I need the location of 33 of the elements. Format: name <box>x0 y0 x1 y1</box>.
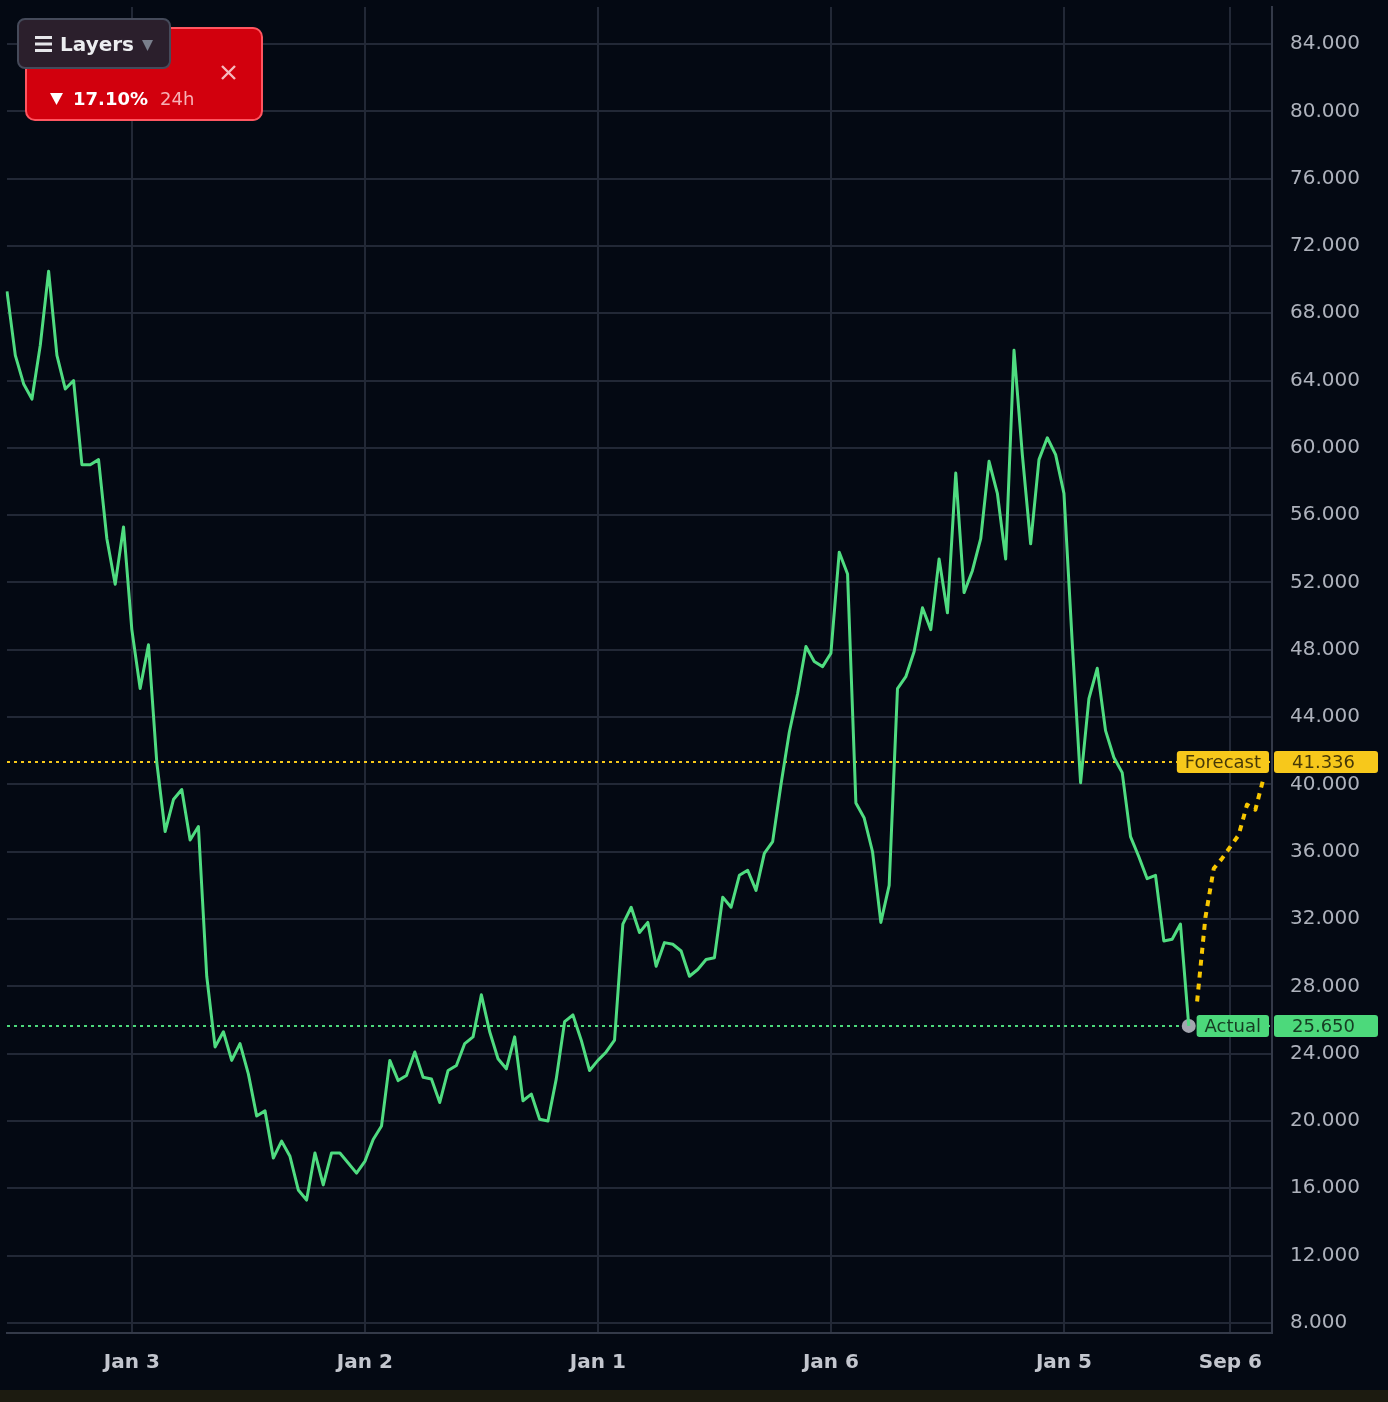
x-tick-label: Jan 5 <box>1033 1349 1092 1374</box>
x-tick-label: Sep 6 <box>1198 1349 1262 1374</box>
y-tick-label: 64.000 <box>1290 366 1360 391</box>
y-tick-label: 16.000 <box>1290 1174 1360 1199</box>
y-tick-label: 72.000 <box>1290 232 1360 257</box>
y-tick-label: 32.000 <box>1290 905 1360 930</box>
y-tick-label: 12.000 <box>1290 1241 1360 1266</box>
ref-line-label: Forecast <box>1184 750 1262 772</box>
y-tick-label: 40.000 <box>1290 770 1360 795</box>
y-tick-label: 44.000 <box>1290 703 1360 728</box>
ref-line-label: Actual <box>1204 1014 1261 1036</box>
y-tick-label: 20.000 <box>1290 1107 1360 1132</box>
y-tick-label: 80.000 <box>1290 97 1360 122</box>
y-tick-label: 84.000 <box>1290 30 1360 55</box>
y-tick-label: 52.000 <box>1290 568 1360 593</box>
y-tick-label: 28.000 <box>1290 972 1360 997</box>
y-tick-label: 76.000 <box>1290 164 1360 189</box>
y-tick-label: 68.000 <box>1290 299 1360 324</box>
y-tick-label: 8.000 <box>1290 1309 1348 1334</box>
x-tick-label: Jan 2 <box>334 1349 393 1374</box>
x-tick-label: Jan 1 <box>567 1349 626 1374</box>
y-tick-label: 60.000 <box>1290 434 1360 459</box>
text: 41.336 <box>1292 750 1355 772</box>
x-tick-label: Jan 6 <box>800 1349 859 1374</box>
y-tick-label: 36.000 <box>1290 837 1360 862</box>
x-tick-label: Jan 3 <box>101 1349 160 1374</box>
annotation: 24h <box>160 88 195 109</box>
y-tick-label: 48.000 <box>1290 636 1360 661</box>
y-tick-label: 56.000 <box>1290 501 1360 526</box>
text: 25.650 <box>1292 1014 1355 1036</box>
y-tick-label: 24.000 <box>1290 1039 1360 1064</box>
annotation: 17.10% <box>73 88 148 109</box>
annotation: Layers <box>60 32 134 56</box>
